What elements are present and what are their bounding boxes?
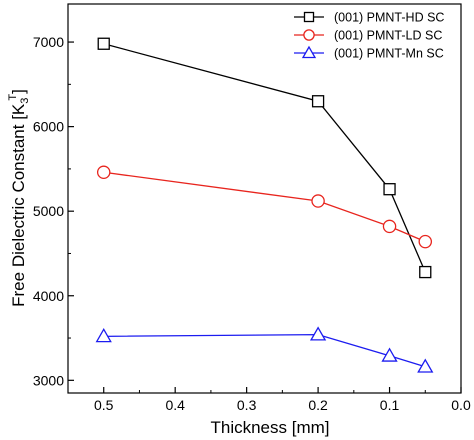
y-tick-label: 6000 xyxy=(33,119,64,135)
x-tick-label: 0.1 xyxy=(380,397,400,413)
y-tick-label: 5000 xyxy=(33,203,64,219)
legend-label: (001) PMNT-LD SC xyxy=(334,29,442,43)
y-tick-label: 7000 xyxy=(33,34,64,50)
data-point-triangle xyxy=(309,326,327,341)
data-point-triangle xyxy=(381,347,398,362)
x-tick-label: 0.4 xyxy=(165,397,185,413)
legend-item: (001) PMNT-Mn SC xyxy=(294,45,444,61)
data-point-square xyxy=(419,265,432,279)
y-tick-label: 4000 xyxy=(33,288,64,304)
y-tick-label: 3000 xyxy=(33,372,64,388)
x-axis-title: Thickness [mm] xyxy=(210,418,329,437)
data-point-square xyxy=(383,183,396,196)
x-tick-label: 0.0 xyxy=(451,397,471,413)
legend-item: (001) PMNT-LD SC xyxy=(294,29,442,43)
legend-marker-triangle xyxy=(301,45,317,59)
y-axis-title-close: ] xyxy=(9,89,28,94)
series-square xyxy=(97,37,432,279)
series-circle xyxy=(96,165,433,249)
data-point-circle xyxy=(311,194,325,208)
legend: (001) PMNT-HD SC (001) PMNT-LD SC (001) PM… xyxy=(294,11,444,61)
data-point-circle xyxy=(382,219,397,234)
y-axis-title-main: Free Dielectric Constant [K xyxy=(9,103,28,307)
data-point-triangle xyxy=(417,358,434,373)
data-point-triangle xyxy=(95,328,112,343)
x-tick-label: 0.2 xyxy=(308,397,328,413)
x-tick-label: 0.5 xyxy=(94,397,114,413)
plot-area-frame xyxy=(67,3,462,394)
y-axis-title-sup: T xyxy=(7,94,19,101)
y-axis-title: Free Dielectric Constant [K3T] xyxy=(7,89,31,307)
data-point-circle xyxy=(96,165,111,180)
data-point-square xyxy=(97,37,110,50)
legend-marker-circle xyxy=(303,29,315,41)
y-axis-title-sub: 3 xyxy=(19,98,31,104)
x-tick-label: 0.3 xyxy=(237,397,257,413)
ticks-layer: 0.5 0.4 0.3 0.2 0.1 0.0 3000 4000 5000 6000 7000 xyxy=(33,34,471,413)
series-line xyxy=(103,171,426,243)
data-point-circle xyxy=(418,234,433,249)
legend-label: (001) PMNT-Mn SC xyxy=(334,47,444,61)
series-layer xyxy=(95,37,434,373)
series-triangle xyxy=(95,326,434,373)
data-point-square xyxy=(311,95,325,108)
series-line xyxy=(103,43,426,273)
legend-item: (001) PMNT-HD SC xyxy=(294,11,444,25)
series-line xyxy=(103,333,426,368)
legend-label: (001) PMNT-HD SC xyxy=(334,11,444,25)
legend-marker-square xyxy=(303,11,315,23)
